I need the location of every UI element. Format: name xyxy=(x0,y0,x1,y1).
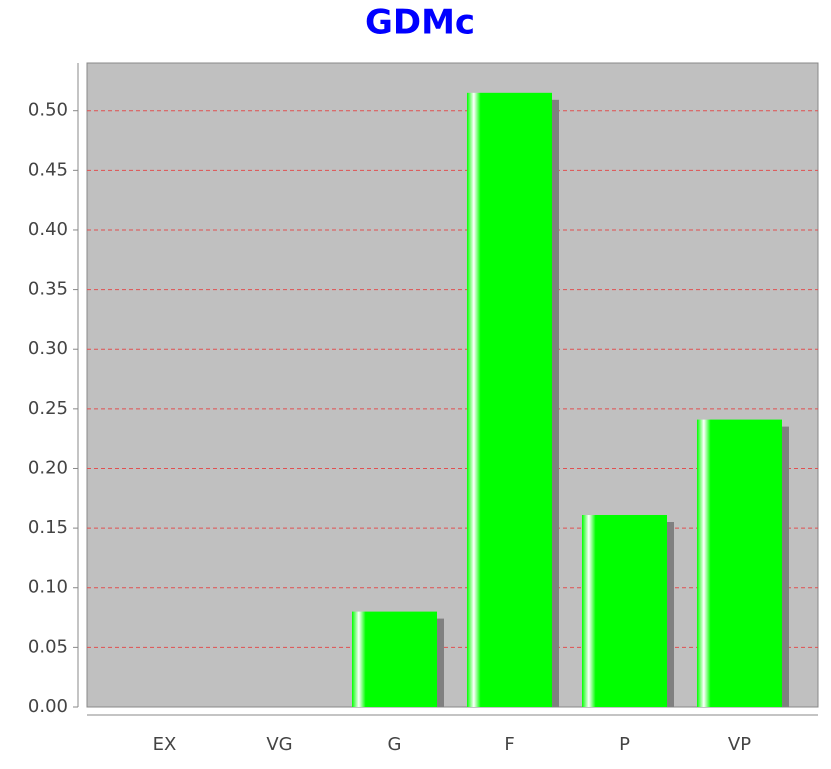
x-tick-label: VG xyxy=(266,734,292,755)
bar xyxy=(582,514,667,707)
y-tick-label: 0.20 xyxy=(28,457,68,478)
y-tick-label: 0.50 xyxy=(28,100,68,121)
y-tick-label: 0.25 xyxy=(28,398,68,419)
y-tick-label: 0.10 xyxy=(28,577,68,598)
chart-title: GDMc xyxy=(365,3,475,43)
bar xyxy=(467,92,552,707)
y-tick-label: 0.45 xyxy=(28,159,68,180)
bar xyxy=(352,611,437,707)
y-tick-label: 0.40 xyxy=(28,219,68,240)
x-tick-label: P xyxy=(619,734,630,755)
bar xyxy=(697,419,782,707)
x-tick-label: EX xyxy=(153,734,177,755)
y-tick-label: 0.15 xyxy=(28,517,68,538)
x-tick-label: VP xyxy=(728,734,751,755)
y-tick-label: 0.05 xyxy=(28,636,68,657)
y-tick-label: 0.35 xyxy=(28,279,68,300)
y-tick-label: 0.30 xyxy=(28,338,68,359)
y-tick-label: 0.00 xyxy=(28,696,68,717)
x-tick-label: G xyxy=(388,734,402,755)
x-tick-label: F xyxy=(504,734,514,755)
